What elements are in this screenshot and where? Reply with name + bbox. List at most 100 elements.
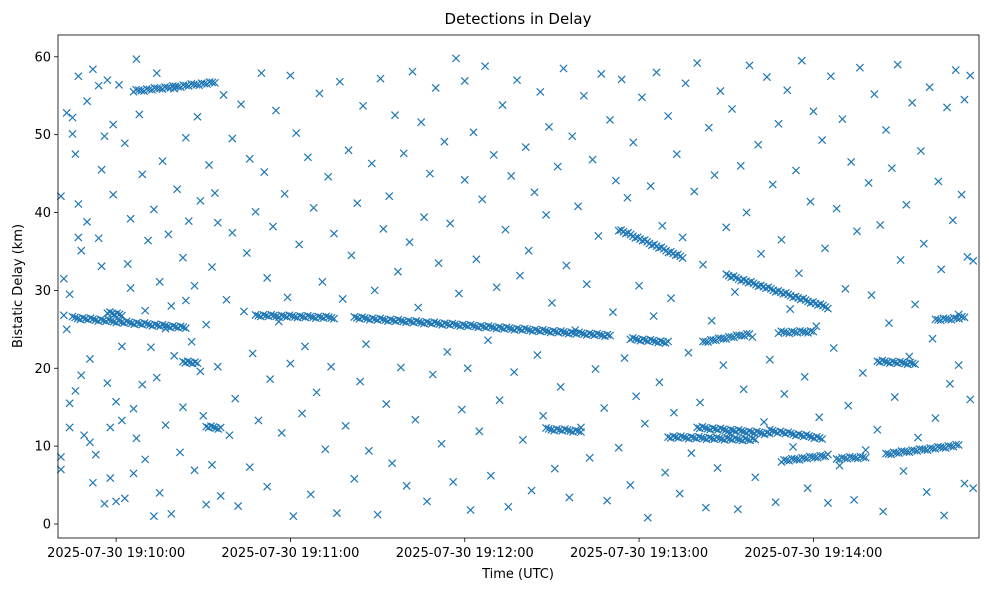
- data-point: [637, 93, 647, 102]
- track-point: [709, 336, 718, 345]
- x-tick-label: 2025-07-30 19:12:00: [396, 546, 534, 561]
- data-point: [164, 230, 173, 239]
- data-point: [152, 69, 161, 78]
- track-point: [210, 78, 219, 87]
- data-point: [405, 238, 414, 247]
- data-point: [390, 111, 400, 120]
- track-point: [776, 427, 785, 436]
- x-tick: 2025-07-30 19:14:00: [744, 538, 882, 561]
- data-point: [210, 189, 219, 198]
- data-point: [196, 367, 205, 376]
- track-point: [209, 423, 218, 432]
- data-point: [184, 217, 193, 226]
- data-point: [902, 200, 911, 209]
- plot-frame: [57, 34, 980, 539]
- data-point: [844, 401, 853, 410]
- data-point: [239, 307, 248, 316]
- track-point: [476, 321, 485, 330]
- data-point: [948, 216, 957, 225]
- data-point: [777, 235, 786, 244]
- data-point: [632, 392, 641, 401]
- data-point: [879, 507, 888, 516]
- track-point: [880, 357, 889, 366]
- track-point: [163, 83, 172, 92]
- track-point: [676, 432, 685, 441]
- track-point: [559, 327, 568, 336]
- track-point: [520, 324, 529, 333]
- data-point: [327, 362, 336, 371]
- data-point: [963, 252, 972, 261]
- track-point: [888, 357, 897, 366]
- y-tick-label: 50: [34, 128, 51, 143]
- data-point: [385, 192, 394, 201]
- track-point: [944, 315, 953, 324]
- data-point: [59, 311, 68, 320]
- data-point: [852, 227, 861, 236]
- track-point: [603, 330, 612, 339]
- track-point: [432, 319, 442, 328]
- track-point: [664, 248, 673, 257]
- track-point: [823, 304, 832, 313]
- data-point: [382, 400, 391, 409]
- data-point: [661, 468, 670, 477]
- track-point: [631, 334, 640, 343]
- data-point: [56, 452, 65, 462]
- data-point: [486, 471, 495, 480]
- track-point: [414, 317, 423, 326]
- data-point: [832, 204, 841, 213]
- track-point: [183, 357, 192, 366]
- data-point: [170, 351, 179, 360]
- data-point: [943, 103, 952, 112]
- track-point: [934, 315, 943, 324]
- track-point: [168, 321, 177, 330]
- data-point: [797, 56, 806, 65]
- track-point: [114, 317, 123, 326]
- data-point: [478, 195, 487, 204]
- y-axis-ticks: 0 10 20 30 40 50 60: [34, 50, 58, 532]
- track-point: [605, 331, 615, 340]
- track-point: [614, 226, 623, 235]
- data-point: [176, 448, 185, 457]
- data-point: [56, 465, 65, 474]
- data-point: [344, 146, 353, 155]
- data-point: [263, 482, 272, 491]
- data-point: [858, 368, 867, 377]
- data-point: [271, 106, 280, 115]
- data-point: [951, 66, 960, 75]
- data-point: [800, 372, 809, 381]
- data-point: [730, 287, 739, 296]
- data-point: [600, 403, 609, 412]
- data-point: [190, 466, 199, 475]
- data-point: [280, 189, 289, 198]
- data-point: [635, 281, 644, 290]
- data-point: [553, 162, 562, 171]
- data-point: [268, 222, 278, 231]
- data-point: [318, 277, 327, 286]
- data-point: [847, 157, 856, 166]
- data-point: [655, 378, 664, 387]
- track-point: [574, 427, 583, 436]
- track-point: [800, 454, 809, 463]
- x-tick-label: 2025-07-30 19:14:00: [744, 546, 882, 561]
- data-point: [242, 248, 251, 258]
- data-point: [754, 140, 763, 149]
- data-point: [855, 63, 864, 72]
- data-point: [931, 414, 940, 423]
- data-point: [728, 104, 737, 113]
- data-point: [867, 291, 876, 300]
- track-point: [737, 331, 746, 340]
- track-point: [143, 319, 152, 328]
- data-point: [513, 76, 522, 85]
- track-point: [679, 432, 688, 442]
- data-point: [74, 233, 83, 242]
- y-tick-label: 0: [43, 517, 51, 532]
- data-point: [928, 334, 937, 343]
- track-point: [840, 454, 849, 463]
- data-point: [765, 355, 774, 364]
- track-point: [115, 310, 124, 319]
- data-point: [303, 153, 312, 162]
- y-tick-label: 40: [34, 206, 51, 221]
- data-point: [132, 434, 141, 443]
- data-point: [913, 433, 923, 442]
